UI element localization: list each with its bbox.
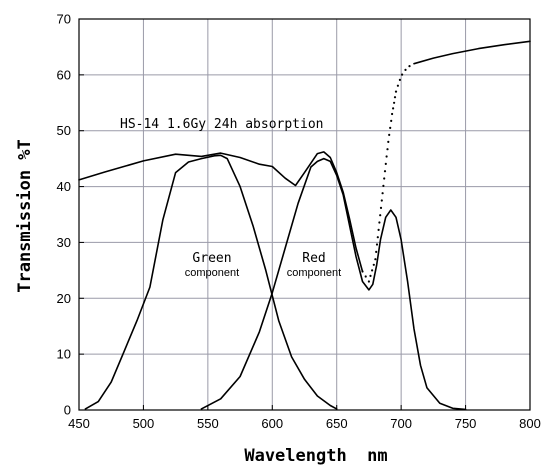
x-tick-label: 450: [68, 416, 90, 431]
series-dot: [378, 221, 381, 224]
series-dot: [383, 170, 387, 173]
series-dot: [376, 236, 379, 239]
y-tick-label: 70: [57, 12, 71, 27]
series-dot: [387, 140, 390, 143]
series-dot: [404, 68, 407, 71]
series-dot: [392, 107, 395, 110]
x-tick-label: 650: [326, 416, 348, 431]
series-dot: [375, 250, 378, 253]
series-group: [78, 40, 531, 411]
x-tick-label: 800: [519, 416, 541, 431]
series-dot: [383, 177, 386, 180]
y-tick-label: 30: [57, 235, 71, 250]
x-tick-label: 700: [390, 416, 412, 431]
series-4-line: [200, 157, 467, 411]
series-dot: [398, 78, 401, 81]
plot-frame: [78, 18, 531, 411]
series-dot: [367, 280, 370, 283]
y-tick-label: 0: [64, 403, 71, 418]
series-dot: [393, 96, 397, 99]
series-1-dotted: [361, 65, 411, 283]
series-dot: [391, 112, 394, 116]
axis-ticks: 450 500 550 600 650 700 750 800 0 10 20 30 40 50 60 70: [57, 12, 541, 432]
series-dot: [384, 162, 387, 165]
series-dot: [375, 243, 379, 246]
y-tick-label: 40: [57, 179, 71, 194]
series-dot: [379, 206, 383, 209]
annotation-red-label: Red: [302, 251, 325, 266]
x-tick-label: 600: [261, 416, 283, 431]
series-dot: [380, 199, 383, 202]
series-dot: [408, 65, 411, 68]
series-2-line: [413, 40, 531, 65]
x-tick-label: 500: [133, 416, 155, 431]
series-dot: [371, 269, 374, 272]
series-dot: [393, 101, 396, 104]
series-dot: [381, 192, 384, 195]
annotation-green-label: Green: [192, 251, 231, 266]
y-tick-label: 20: [57, 291, 71, 306]
x-tick-label: 750: [455, 416, 477, 431]
x-axis-title: Wavelength nm: [244, 446, 387, 466]
series-dot: [374, 258, 377, 261]
grid-lines: [79, 19, 530, 410]
series-dot: [377, 228, 380, 231]
series-dot: [385, 155, 388, 158]
series-dot: [389, 126, 392, 129]
series-dot: [369, 274, 372, 277]
series-dot: [388, 133, 391, 136]
series-dot: [382, 184, 385, 187]
y-tick-label: 60: [57, 67, 71, 82]
y-tick-label: 10: [57, 347, 71, 362]
series-dot: [379, 214, 382, 217]
annotation-absorption-label: HS-14 1.6Gy 24h absorption: [120, 117, 324, 132]
series-dot: [372, 263, 375, 266]
series-dot: [401, 73, 404, 76]
annotation-green-sublabel: component: [185, 267, 239, 279]
series-3-line: [84, 154, 338, 410]
y-tick-label: 50: [57, 123, 71, 138]
series-0-line: [78, 151, 364, 273]
series-dot: [361, 270, 364, 273]
series-dot: [394, 90, 398, 93]
series-dot: [386, 148, 389, 151]
annotation-red-sublabel: component: [287, 267, 341, 279]
y-axis-title: Transmission %T: [15, 139, 35, 293]
series-dot: [390, 119, 393, 122]
series-dot: [396, 84, 399, 87]
series-dot: [364, 275, 367, 278]
x-tick-label: 550: [197, 416, 219, 431]
